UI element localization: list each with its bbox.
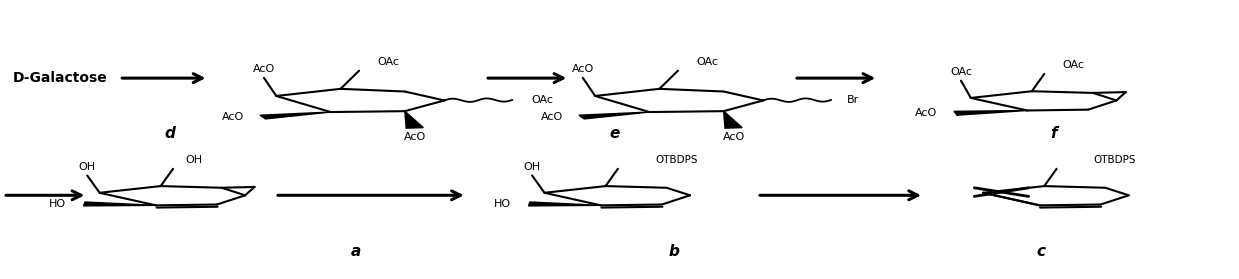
Text: OTBDPS: OTBDPS (655, 155, 698, 165)
Text: OAc: OAc (696, 57, 719, 66)
Text: OH: OH (186, 155, 202, 165)
Text: AcO: AcO (404, 132, 426, 142)
Polygon shape (954, 110, 1027, 115)
Polygon shape (579, 112, 649, 119)
Text: AcO: AcO (571, 64, 593, 74)
Text: HO: HO (493, 199, 510, 209)
Text: d: d (165, 126, 176, 141)
Text: Br: Br (847, 95, 860, 105)
Text: OH: OH (78, 162, 95, 172)
Text: D-Galactose: D-Galactose (12, 71, 108, 85)
Text: OAc: OAc (1063, 60, 1085, 70)
Polygon shape (83, 202, 156, 206)
Polygon shape (405, 111, 424, 128)
Text: OAc: OAc (950, 67, 971, 77)
Text: AcO: AcO (253, 64, 275, 74)
Text: a: a (351, 244, 361, 259)
Text: e: e (610, 126, 620, 141)
Text: AcO: AcO (540, 112, 563, 122)
Polygon shape (528, 202, 601, 206)
Text: AcO: AcO (914, 108, 937, 118)
Text: AcO: AcO (722, 132, 745, 142)
Text: OTBDPS: OTBDPS (1094, 155, 1136, 165)
Text: AcO: AcO (222, 112, 244, 122)
Text: HO: HO (48, 199, 66, 209)
Text: OH: OH (524, 162, 540, 172)
Text: f: f (1051, 126, 1057, 141)
Polygon shape (724, 111, 742, 128)
Text: OAc: OAc (378, 57, 400, 66)
Text: b: b (669, 244, 680, 259)
Text: c: c (1037, 244, 1046, 259)
Polygon shape (260, 112, 331, 119)
Text: OAc: OAc (530, 95, 553, 105)
